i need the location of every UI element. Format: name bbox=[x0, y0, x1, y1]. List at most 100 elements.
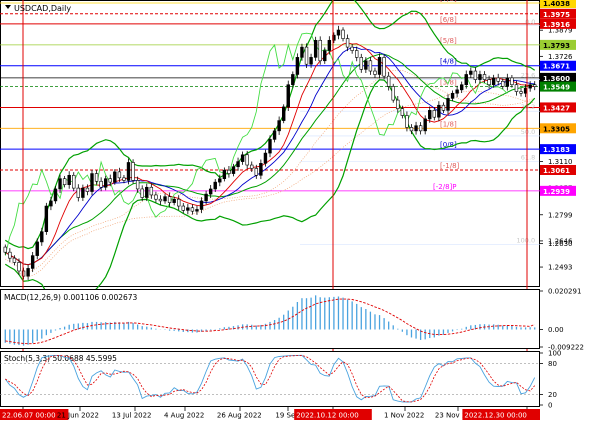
candle bbox=[99, 177, 103, 192]
candle bbox=[286, 80, 290, 112]
candle bbox=[272, 127, 277, 143]
candle bbox=[459, 81, 464, 93]
candle bbox=[277, 116, 281, 135]
candle bbox=[510, 75, 514, 88]
macd-tick-label: 0.00 bbox=[548, 326, 564, 334]
price-tag: 1.2939 bbox=[540, 185, 576, 196]
price-tag: 1.3600 bbox=[540, 72, 576, 83]
candle bbox=[364, 57, 368, 73]
price-tag: 1.3061 bbox=[540, 164, 576, 175]
candle bbox=[418, 122, 423, 135]
candle bbox=[227, 166, 231, 178]
macd-panel: MACD(12,26,9) 0.001106 0.002673 0.020291… bbox=[0, 288, 584, 352]
murray-level-label: [1/8] bbox=[440, 120, 457, 128]
candle bbox=[72, 172, 76, 192]
stoch-panel: Stoch(5,3,3) 50.0688 45.5995 100 80 20 0 bbox=[0, 350, 561, 410]
candle bbox=[400, 105, 405, 119]
candle bbox=[455, 85, 459, 98]
fib-level-label: 0.0 bbox=[525, 18, 535, 26]
candle bbox=[12, 255, 17, 266]
candle bbox=[309, 53, 313, 68]
y-tick-label: 1.2799 bbox=[548, 211, 573, 219]
price-tag-label: 1.3305 bbox=[543, 125, 570, 133]
candle bbox=[469, 67, 473, 78]
price-tag-label: 1.3671 bbox=[543, 63, 570, 71]
y-tick-label: 1.2630 bbox=[548, 240, 573, 248]
ma-blue bbox=[5, 47, 535, 266]
candle bbox=[117, 167, 122, 182]
candle bbox=[213, 179, 217, 193]
candle bbox=[140, 185, 144, 202]
x-tick-label: 2022.12.30 00:00 bbox=[464, 412, 526, 420]
candle bbox=[85, 184, 90, 196]
candle bbox=[428, 106, 432, 123]
candle bbox=[478, 70, 482, 84]
murray-level-label: [4/8] bbox=[440, 58, 457, 66]
candle bbox=[90, 169, 94, 196]
x-marker-bg bbox=[294, 409, 372, 420]
candle bbox=[291, 71, 295, 88]
y-tick-label: 1.3110 bbox=[548, 158, 573, 166]
candle bbox=[323, 47, 327, 64]
candle bbox=[491, 74, 496, 88]
price-tag: 1.3975 bbox=[540, 8, 576, 19]
price-tag: 1.3305 bbox=[540, 123, 576, 134]
candle bbox=[382, 54, 386, 80]
candle bbox=[35, 238, 39, 260]
candle bbox=[81, 184, 85, 201]
candle bbox=[62, 175, 67, 188]
candle bbox=[236, 157, 240, 171]
candle bbox=[167, 192, 172, 207]
macd-tick-label: 0.020291 bbox=[548, 288, 581, 296]
candle bbox=[108, 174, 112, 187]
candle bbox=[149, 183, 154, 199]
candle bbox=[405, 111, 409, 132]
candle bbox=[199, 197, 204, 214]
candle bbox=[501, 78, 505, 90]
collapse-triangle-icon[interactable] bbox=[5, 5, 11, 9]
candle bbox=[163, 193, 167, 204]
candle bbox=[30, 251, 35, 273]
candle bbox=[58, 174, 62, 194]
candle bbox=[122, 174, 126, 184]
fib-level-label: 50.0 bbox=[521, 128, 535, 136]
candle bbox=[204, 190, 208, 205]
cloud-line-b bbox=[5, 90, 535, 278]
cloud-line-a bbox=[5, 69, 535, 272]
candle bbox=[386, 72, 391, 91]
candle bbox=[355, 46, 359, 62]
price-tag-label: 1.3183 bbox=[543, 146, 570, 154]
candle bbox=[172, 196, 176, 206]
candle bbox=[208, 185, 213, 199]
macd-signal-line bbox=[5, 298, 535, 345]
candle bbox=[21, 267, 26, 280]
candle bbox=[304, 43, 309, 68]
murray-level-label: [7/8] bbox=[440, 0, 457, 3]
candle bbox=[377, 53, 382, 79]
price-tag: 1.3916 bbox=[540, 18, 576, 29]
candle bbox=[259, 159, 263, 180]
stoch-tick-label: 80 bbox=[548, 360, 557, 368]
x-axis: 22.06.07 00:00 21 Jun 2022 13 Jul 2022 4 Au… bbox=[0, 407, 540, 420]
fib-level-label: 38.2 bbox=[521, 103, 535, 111]
candle bbox=[327, 36, 332, 55]
candle bbox=[432, 107, 437, 121]
y-tick-label: 1.3726 bbox=[548, 53, 573, 61]
candle bbox=[131, 159, 135, 184]
candle bbox=[423, 115, 427, 135]
candle bbox=[437, 101, 441, 122]
price-tag-label: 1.3916 bbox=[543, 21, 570, 29]
candle bbox=[391, 83, 395, 103]
candle bbox=[519, 88, 523, 97]
x-tick-label: 2022.10.12 00:00 bbox=[296, 412, 358, 420]
murray-level-label: [-1/8] bbox=[440, 162, 460, 170]
candle bbox=[332, 32, 336, 44]
fib-level-label: 61.8 bbox=[521, 154, 535, 162]
x-tick-label: 23 Nov 2022 bbox=[435, 412, 480, 420]
x-tick-label: 22.06.07 00:00 bbox=[2, 412, 56, 420]
candle bbox=[145, 183, 149, 202]
price-tag: 1.3671 bbox=[540, 60, 576, 71]
candle bbox=[336, 25, 341, 40]
candle bbox=[350, 43, 354, 54]
stoch-tick-label: 0 bbox=[548, 402, 552, 410]
